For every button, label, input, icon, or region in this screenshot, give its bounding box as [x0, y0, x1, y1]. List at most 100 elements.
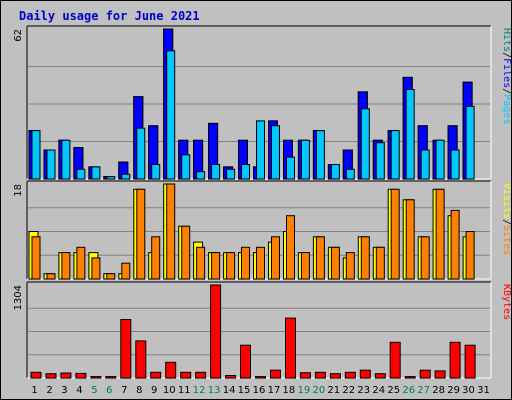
day-label-21: 21: [327, 385, 340, 396]
bar-sites-day-20: [315, 236, 325, 280]
bar-sites-day-7: [121, 262, 131, 280]
bar-sites-day-25: [390, 188, 400, 280]
bar-kbytes-day-19: [299, 372, 311, 379]
day-label-29: 29: [447, 385, 460, 396]
bar-pages-day-13: [211, 164, 221, 180]
bar-pages-day-22: [345, 168, 355, 180]
day-label-1: 1: [31, 385, 37, 396]
bar-pages-day-3: [61, 139, 71, 180]
bar-kbytes-day-5: [90, 376, 102, 379]
day-label-23: 23: [357, 385, 370, 396]
bar-pages-day-28: [435, 139, 445, 180]
legend-entry: KBytes: [501, 284, 511, 320]
bar-sites-day-28: [435, 188, 445, 280]
chart-title: Daily usage for June 2021: [19, 9, 200, 23]
bar-kbytes-day-21: [329, 373, 341, 379]
bar-sites-day-22: [345, 252, 355, 280]
bar-pages-day-12: [196, 171, 206, 180]
day-label-16: 16: [253, 385, 266, 396]
legend-entry: /: [501, 52, 511, 58]
bar-pages-day-2: [46, 149, 56, 180]
day-label-24: 24: [372, 385, 385, 396]
bar-kbytes-day-27: [419, 369, 431, 379]
bar-sites-day-19: [300, 252, 310, 280]
bar-pages-day-19: [300, 139, 310, 180]
bar-pages-day-20: [315, 130, 325, 180]
bar-sites-day-4: [76, 246, 86, 280]
day-label-3: 3: [61, 385, 67, 396]
bar-sites-day-15: [241, 246, 250, 280]
bar-kbytes-day-20: [314, 371, 326, 379]
bar-kbytes-day-3: [60, 372, 72, 379]
bar-kbytes-day-1: [30, 371, 42, 379]
day-label-4: 4: [76, 385, 82, 396]
day-label-14: 14: [223, 385, 236, 396]
day-label-18: 18: [283, 385, 296, 396]
bar-sites-day-2: [46, 273, 56, 280]
bar-pages-day-30: [465, 105, 475, 180]
day-label-17: 17: [268, 385, 281, 396]
bar-sites-day-17: [271, 236, 280, 280]
legend-entry: /: [501, 88, 511, 94]
max-label-kbytes: 1304: [13, 285, 24, 310]
day-label-2: 2: [46, 385, 52, 396]
day-label-30: 30: [462, 385, 475, 396]
day-label-8: 8: [136, 385, 142, 396]
bar-kbytes-day-29: [449, 341, 461, 379]
bar-kbytes-day-23: [359, 369, 371, 379]
bar-pages-day-8: [136, 127, 146, 180]
bar-sites-day-18: [286, 215, 295, 280]
bar-pages-day-4: [76, 168, 86, 180]
bar-pages-day-9: [151, 164, 161, 180]
legend-entry: Visits: [501, 183, 511, 219]
max-label-visits-sites: 18: [13, 184, 24, 197]
legend-visits-sites: Visits/Sites: [501, 183, 511, 255]
day-label-11: 11: [178, 385, 191, 396]
bar-pages-day-17: [271, 125, 280, 180]
bar-pages-day-25: [390, 130, 400, 180]
bar-sites-day-9: [151, 236, 161, 280]
bar-pages-day-21: [330, 164, 340, 180]
bar-pages-day-18: [286, 156, 295, 180]
bar-kbytes-day-10: [165, 361, 177, 379]
bar-kbytes-day-8: [135, 340, 147, 379]
bar-sites-day-21: [330, 246, 340, 280]
bar-kbytes-day-28: [434, 370, 446, 379]
bar-kbytes-day-30: [464, 344, 476, 379]
bar-kbytes-day-6: [105, 376, 117, 379]
bar-pages-day-7: [121, 173, 131, 180]
bar-pages-day-26: [405, 89, 415, 180]
bar-kbytes-day-22: [344, 371, 356, 379]
bar-sites-day-13: [211, 252, 221, 280]
bar-kbytes-day-14: [225, 375, 237, 379]
bar-kbytes-day-17: [270, 369, 281, 379]
legend-kbytes: KBytes: [501, 284, 511, 320]
bar-kbytes-day-2: [45, 373, 57, 379]
bar-pages-day-16: [256, 120, 265, 180]
bar-kbytes-day-15: [240, 344, 251, 379]
bar-sites-day-6: [106, 273, 116, 280]
bar-pages-day-29: [450, 149, 460, 180]
day-label-27: 27: [417, 385, 430, 396]
day-label-9: 9: [151, 385, 157, 396]
bar-pages-day-27: [420, 149, 430, 180]
day-label-10: 10: [163, 385, 176, 396]
day-label-6: 6: [106, 385, 112, 396]
bar-kbytes-day-9: [150, 371, 162, 379]
legend-hits-files-pages: Hits/Files/Pages: [501, 28, 511, 124]
day-label-12: 12: [193, 385, 206, 396]
bar-pages-day-15: [241, 164, 250, 180]
day-label-19: 19: [298, 385, 311, 396]
day-label-28: 28: [432, 385, 445, 396]
bar-sites-day-8: [136, 188, 146, 280]
bar-kbytes-day-11: [180, 371, 192, 379]
bar-kbytes-day-18: [285, 317, 296, 379]
day-label-25: 25: [387, 385, 400, 396]
bar-sites-day-12: [196, 246, 206, 280]
bar-kbytes-day-16: [255, 376, 266, 379]
day-label-31: 31: [477, 385, 490, 396]
legend-entry: Pages: [501, 94, 511, 124]
max-label-hits-files-pages: 62: [13, 29, 24, 42]
bar-sites-day-3: [61, 252, 71, 280]
